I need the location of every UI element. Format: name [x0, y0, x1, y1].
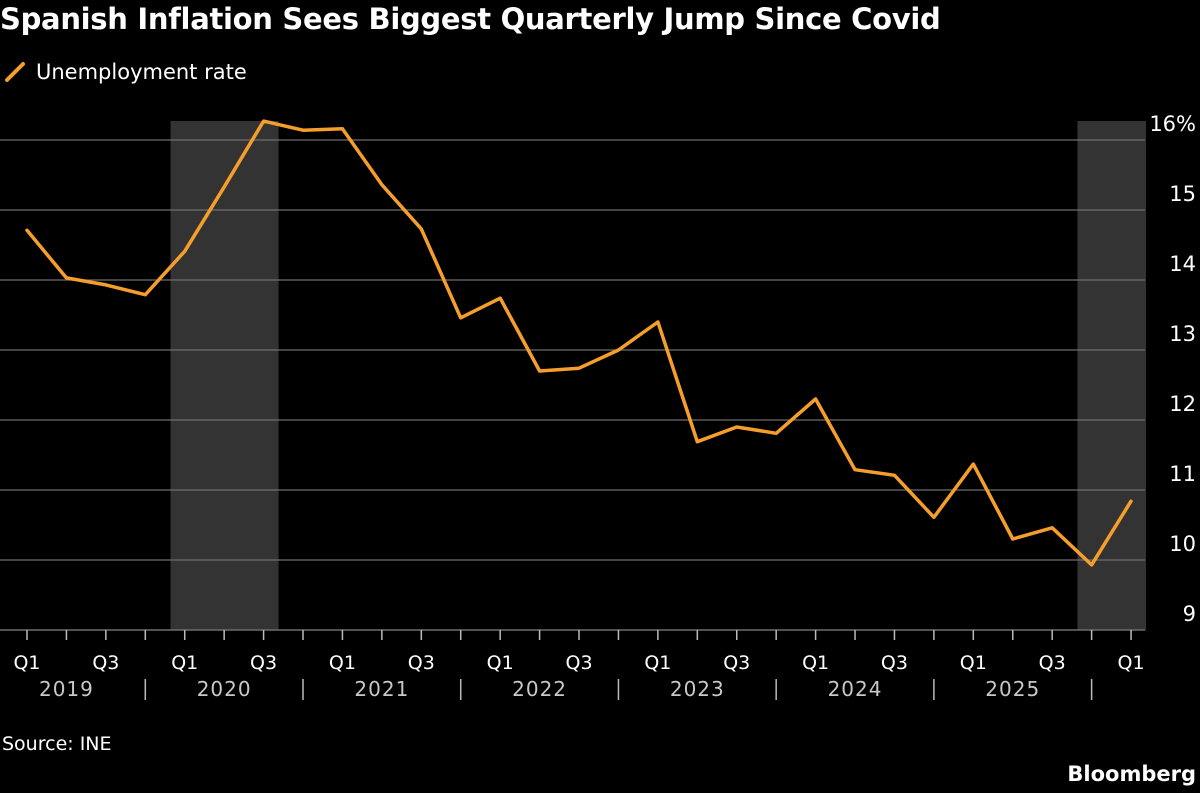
- shaded-period: [1077, 121, 1147, 630]
- x-tick-label: Q3: [1039, 652, 1066, 674]
- x-tick-label: Q3: [92, 652, 119, 674]
- x-tick-label: Q1: [171, 652, 198, 674]
- y-tick-label: 14: [1169, 252, 1196, 276]
- x-tick-label: Q3: [250, 652, 277, 674]
- year-label: 2025: [985, 677, 1040, 701]
- y-tick-label: 16%: [1149, 112, 1196, 136]
- y-tick-label: 12: [1169, 392, 1196, 416]
- x-tick-label: Q1: [1118, 652, 1145, 674]
- year-label: 2023: [670, 677, 725, 701]
- year-label: 2019: [39, 677, 94, 701]
- year-label: 2024: [828, 677, 883, 701]
- x-tick-label: Q3: [565, 652, 592, 674]
- shaded-period: [170, 121, 279, 630]
- y-tick-label: 9: [1183, 602, 1196, 626]
- year-label: 2021: [354, 677, 409, 701]
- chart-title: Spanish Inflation Sees Biggest Quarterly…: [0, 2, 941, 36]
- bloomberg-logo: Bloomberg: [1067, 762, 1196, 786]
- legend-swatch-icon: [5, 62, 25, 82]
- x-tick-label: Q3: [881, 652, 908, 674]
- x-tick-label: Q1: [960, 652, 987, 674]
- legend-label: Unemployment rate: [36, 60, 247, 84]
- y-tick-label: 15: [1169, 182, 1196, 206]
- x-tick-label: Q1: [329, 652, 356, 674]
- x-tick-label: Q1: [487, 652, 514, 674]
- x-tick-label: Q3: [723, 652, 750, 674]
- y-tick-label: 13: [1169, 322, 1196, 346]
- x-tick-label: Q1: [644, 652, 671, 674]
- source-note: Source: INE: [2, 733, 112, 755]
- year-label: 2020: [197, 677, 252, 701]
- x-tick-label: Q1: [802, 652, 829, 674]
- year-label: 2022: [512, 677, 567, 701]
- y-tick-label: 10: [1169, 532, 1196, 556]
- x-tick-label: Q1: [13, 652, 40, 674]
- x-tick-label: Q3: [408, 652, 435, 674]
- legend: Unemployment rate: [4, 60, 247, 84]
- y-tick-label: 11: [1169, 462, 1196, 486]
